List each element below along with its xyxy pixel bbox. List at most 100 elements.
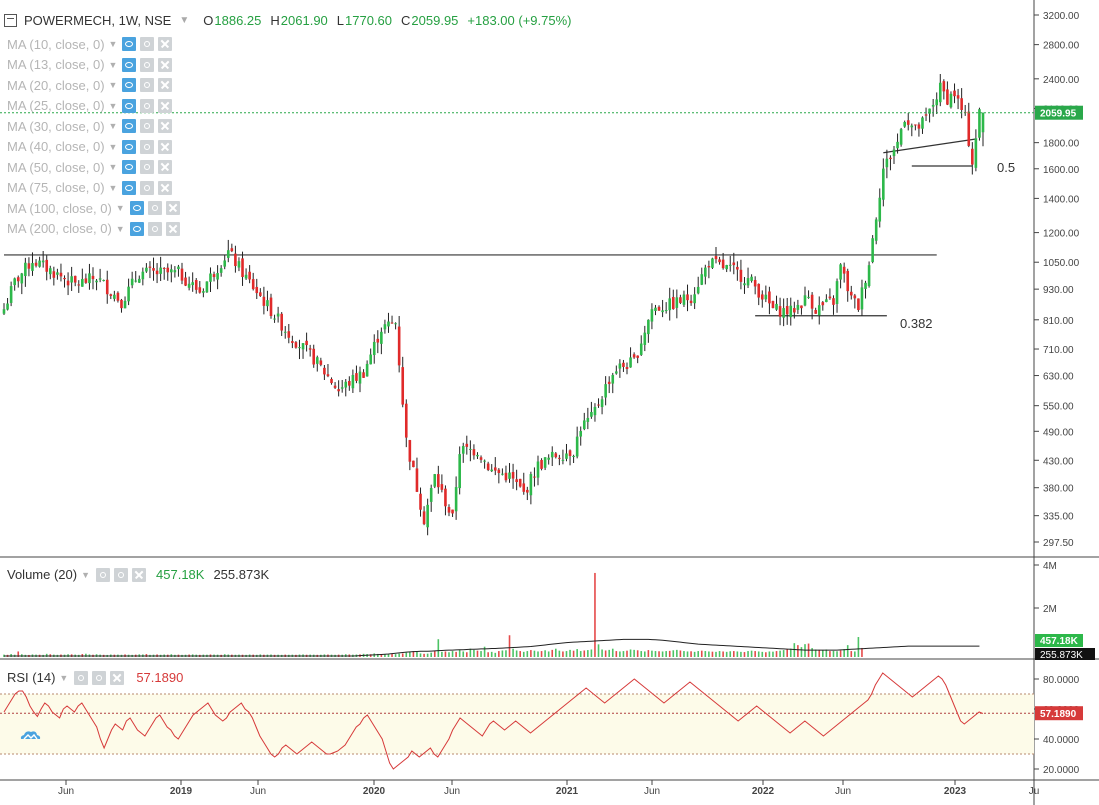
gear-icon[interactable]	[147, 201, 162, 215]
close-icon[interactable]	[158, 160, 173, 174]
gear-icon[interactable]	[147, 221, 162, 236]
symbol-label[interactable]: POWERMECH, 1W, NSE	[24, 13, 172, 28]
volume-bar	[462, 651, 465, 657]
close-icon[interactable]	[158, 98, 173, 113]
chevron-down-icon[interactable]: ▼	[81, 569, 91, 580]
chevron-down-icon[interactable]: ▼	[108, 162, 118, 172]
eye-icon[interactable]	[129, 221, 144, 236]
gear-icon[interactable]	[140, 119, 155, 133]
chevron-down-icon[interactable]: ▼	[108, 121, 118, 131]
candle-body	[323, 367, 326, 375]
indicator-label[interactable]: MA (20, close, 0)	[7, 77, 105, 93]
volume-bar	[555, 648, 557, 657]
indicator-label[interactable]: MA (10, close, 0)	[7, 36, 105, 52]
close-icon[interactable]	[158, 37, 173, 51]
candle-body	[746, 278, 750, 286]
candle-body	[415, 468, 419, 492]
gear-icon[interactable]	[140, 139, 155, 154]
chevron-down-icon[interactable]: ▼	[115, 203, 125, 213]
indicator-label[interactable]: MA (100, close, 0)	[7, 200, 112, 216]
candle-body	[522, 483, 526, 492]
indicator-label[interactable]: MA (25, close, 0)	[7, 98, 105, 113]
volume-tick-label: 4M	[1043, 561, 1057, 572]
gear-icon[interactable]	[140, 160, 155, 174]
close-icon[interactable]	[158, 139, 173, 154]
close-icon[interactable]	[110, 670, 125, 685]
volume-label[interactable]: Volume (20)	[7, 567, 78, 582]
eye-icon[interactable]	[122, 160, 137, 174]
candle-body	[63, 277, 66, 280]
candle-body	[469, 448, 472, 450]
chevron-down-icon[interactable]: ▼	[108, 182, 118, 193]
gear-icon[interactable]	[114, 567, 129, 582]
candle-body	[682, 294, 686, 305]
eye-icon[interactable]	[122, 37, 137, 51]
eye-icon[interactable]	[74, 670, 89, 685]
close-icon[interactable]	[158, 119, 173, 133]
candle-body	[444, 488, 447, 507]
indicator-label[interactable]: MA (75, close, 0)	[7, 180, 105, 195]
volume-bar	[729, 651, 732, 657]
price-tick-label: 2800.00	[1043, 41, 1080, 52]
indicator-row: MA (50, close, 0) ▼	[7, 158, 176, 176]
chevron-down-icon[interactable]: ▼	[179, 15, 190, 26]
high-label: H	[270, 13, 280, 28]
indicator-label[interactable]: MA (40, close, 0)	[7, 139, 105, 154]
eye-icon[interactable]	[122, 180, 137, 195]
indicator-label[interactable]: MA (50, close, 0)	[7, 159, 105, 175]
volume-bar	[690, 651, 692, 657]
cloud-icon[interactable]	[19, 727, 41, 743]
chevron-down-icon[interactable]: ▼	[59, 672, 69, 683]
candle-body	[835, 281, 839, 304]
volume-bar	[437, 639, 440, 657]
chevron-down-icon[interactable]: ▼	[115, 223, 125, 234]
indicator-label[interactable]: MA (13, close, 0)	[7, 57, 105, 72]
eye-icon[interactable]	[96, 567, 111, 582]
indicator-label[interactable]: MA (30, close, 0)	[7, 118, 105, 134]
gear-icon[interactable]	[140, 57, 155, 72]
gear-icon[interactable]	[140, 98, 155, 113]
volume-bar	[498, 651, 500, 657]
candle-body	[48, 268, 52, 275]
eye-icon[interactable]	[122, 119, 137, 133]
close-icon[interactable]	[158, 78, 173, 92]
volume-bar	[836, 651, 838, 657]
gear-icon[interactable]	[140, 180, 155, 195]
close-icon[interactable]	[158, 180, 173, 195]
candle-body	[693, 294, 696, 304]
candle-body	[209, 273, 212, 282]
close-icon[interactable]	[132, 567, 147, 582]
chevron-down-icon[interactable]: ▼	[108, 141, 118, 152]
indicator-label[interactable]: MA (200, close, 0)	[7, 221, 112, 236]
close-icon[interactable]	[158, 57, 173, 72]
volume-bar	[747, 651, 749, 657]
rsi-label[interactable]: RSI (14)	[7, 670, 56, 685]
eye-icon[interactable]	[122, 98, 137, 113]
candle-body	[34, 262, 38, 266]
eye-icon[interactable]	[122, 78, 137, 92]
minimize-icon[interactable]	[4, 14, 17, 27]
candle-body	[978, 109, 981, 138]
close-icon[interactable]	[165, 201, 180, 215]
eye-icon[interactable]	[129, 201, 144, 215]
candle-body	[910, 125, 914, 128]
gear-icon[interactable]	[92, 670, 107, 685]
candle-body	[938, 82, 942, 103]
eye-icon[interactable]	[122, 57, 137, 72]
chevron-down-icon[interactable]: ▼	[108, 59, 118, 70]
candle-body	[757, 283, 761, 298]
close-icon[interactable]	[165, 221, 180, 236]
gear-icon[interactable]	[140, 78, 155, 92]
volume-bar	[380, 654, 383, 657]
chevron-down-icon[interactable]: ▼	[108, 39, 118, 49]
chevron-down-icon[interactable]: ▼	[108, 100, 118, 111]
candle-body	[376, 338, 380, 343]
indicator-row: MA (100, close, 0) ▼	[7, 199, 184, 217]
gear-icon[interactable]	[140, 37, 155, 51]
chevron-down-icon[interactable]: ▼	[108, 80, 118, 90]
candle-body	[191, 282, 194, 286]
time-tick-label: 2019	[170, 786, 193, 797]
candle-body	[857, 298, 860, 311]
eye-icon[interactable]	[122, 139, 137, 154]
